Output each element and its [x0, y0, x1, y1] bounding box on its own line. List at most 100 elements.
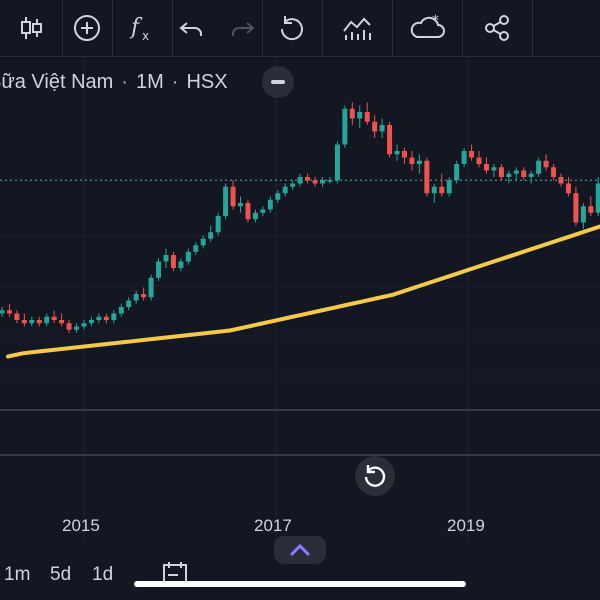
- share-icon: [485, 15, 509, 41]
- legend-separator: ·: [121, 70, 128, 93]
- reset-chart-button[interactable]: [262, 0, 323, 56]
- candle-body: [170, 255, 176, 268]
- symbol-name: Sữa Việt Nam: [0, 70, 114, 93]
- candle-body: [536, 160, 542, 174]
- candle-body: [483, 164, 489, 171]
- candle: [595, 177, 600, 216]
- candle: [536, 157, 542, 177]
- candle-body: [409, 157, 415, 164]
- share-button[interactable]: [462, 0, 533, 56]
- candle: [401, 147, 407, 164]
- candle: [394, 144, 400, 161]
- candle-body: [133, 294, 139, 301]
- function-icon: f x: [129, 15, 149, 43]
- candle: [215, 212, 221, 236]
- range-5d-button[interactable]: 5d: [50, 564, 72, 585]
- candle: [245, 199, 251, 223]
- undo-icon[interactable]: [179, 22, 202, 36]
- indicators-icon: [343, 17, 371, 40]
- candle-body: [379, 125, 385, 132]
- candle: [431, 183, 437, 203]
- candle-body: [118, 307, 124, 314]
- candle: [81, 320, 87, 330]
- redo-icon[interactable]: [232, 22, 255, 36]
- candle-body: [416, 160, 422, 164]
- chevron-up-icon: [290, 543, 310, 556]
- candle-body: [573, 193, 579, 223]
- candle-body: [498, 167, 504, 177]
- candle: [476, 151, 482, 168]
- save-layout-button[interactable]: *: [392, 0, 463, 56]
- candle-body: [148, 277, 154, 298]
- home-indicator: [134, 581, 466, 587]
- candle: [51, 310, 57, 324]
- candle-body: [357, 112, 363, 119]
- candle: [327, 177, 333, 184]
- range-1d-button[interactable]: 1d: [92, 564, 114, 585]
- candle: [342, 105, 348, 148]
- candle: [260, 206, 266, 216]
- candles: [0, 102, 600, 333]
- candle-body: [476, 157, 482, 164]
- candle-body: [446, 180, 452, 194]
- candle: [126, 297, 132, 311]
- candle: [88, 316, 94, 327]
- candle-body: [513, 170, 519, 174]
- candle: [446, 177, 452, 197]
- candle-body: [44, 316, 50, 324]
- svg-text:x: x: [142, 29, 149, 43]
- candle: [223, 183, 229, 220]
- candle-body: [342, 108, 348, 145]
- candle-body: [111, 313, 117, 320]
- candle-body: [156, 261, 162, 278]
- expand-timeframes-button[interactable]: [274, 536, 326, 564]
- candle-body: [215, 216, 221, 233]
- candle-body: [193, 245, 199, 252]
- candle: [66, 320, 72, 333]
- candle-body: [491, 167, 497, 171]
- candle: [357, 105, 363, 129]
- top-toolbar: f x: [0, 0, 600, 57]
- price-chart[interactable]: [0, 56, 600, 540]
- candle: [565, 177, 571, 197]
- candle: [36, 316, 42, 327]
- chart-grid: [0, 56, 600, 540]
- candle-body: [454, 164, 460, 181]
- collapse-legend-button[interactable]: [262, 66, 294, 98]
- candle: [424, 157, 430, 197]
- candle: [208, 225, 214, 242]
- candle: [543, 154, 549, 171]
- minus-icon: [271, 80, 285, 84]
- candle-body: [565, 183, 571, 194]
- reset-scale-button[interactable]: [355, 456, 395, 496]
- candle: [498, 164, 504, 181]
- candle: [372, 115, 378, 138]
- candle-body: [461, 151, 467, 164]
- candle: [469, 144, 475, 161]
- indicators-fx-button[interactable]: f x: [112, 0, 173, 56]
- candle: [513, 167, 519, 181]
- candle-body: [588, 206, 594, 213]
- candle: [193, 242, 199, 255]
- candle: [111, 310, 117, 324]
- candle-body: [327, 180, 333, 182]
- candle-body: [275, 193, 281, 200]
- candles-icon: [21, 17, 42, 39]
- candle: [178, 258, 184, 272]
- candle-body: [96, 316, 102, 320]
- candle: [573, 186, 579, 226]
- range-1m-button[interactable]: 1m: [4, 564, 31, 585]
- candle-body: [334, 144, 340, 181]
- candle: [163, 248, 169, 268]
- svg-text:f: f: [129, 15, 143, 40]
- candle-body: [551, 167, 557, 177]
- studies-button[interactable]: [322, 0, 393, 56]
- candle: [133, 290, 139, 304]
- chart-type-button[interactable]: [0, 0, 63, 56]
- candle: [252, 209, 258, 223]
- candle: [118, 303, 124, 317]
- candle: [200, 235, 206, 249]
- candle: [387, 121, 393, 158]
- candle-body: [424, 160, 430, 194]
- compare-button[interactable]: [62, 0, 113, 56]
